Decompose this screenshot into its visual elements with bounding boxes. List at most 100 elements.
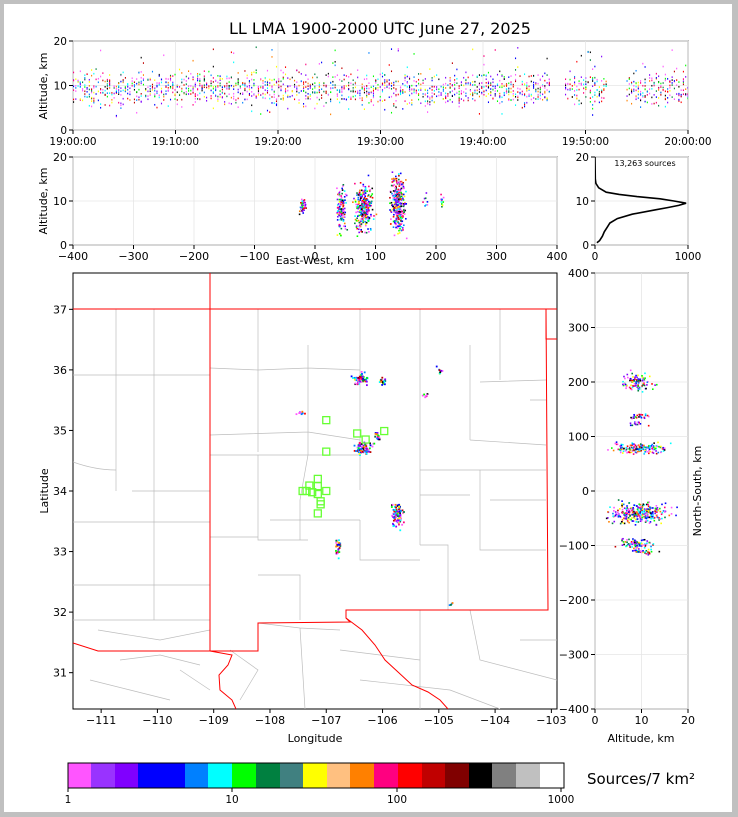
altitude-ns-xtick-label: 10 (635, 714, 649, 727)
time-height-source-point (592, 85, 594, 88)
time-height-source-point (298, 102, 300, 104)
time-height-source-point (395, 80, 397, 83)
ew-altitude-source-point (394, 211, 396, 214)
ew-altitude-source-point (389, 196, 391, 199)
ew-altitude-source-point (341, 199, 344, 202)
ew-altitude-source-point (342, 200, 345, 203)
time-height-source-point (323, 90, 325, 93)
county-boundaries (73, 309, 557, 709)
ew-altitude-source-point (340, 227, 343, 230)
time-height-source-point (678, 100, 680, 102)
plan-map-source-point (392, 508, 395, 511)
colorbar-cell (350, 763, 374, 788)
altitude-ns-source-point (636, 544, 638, 547)
ew-altitude-source-point (396, 225, 398, 228)
altitude-ns-source-point (628, 386, 631, 389)
time-height-source-point (246, 90, 248, 93)
time-height-source-point (512, 98, 514, 101)
time-height-source-point (386, 80, 388, 83)
time-height-source-point (84, 95, 86, 98)
time-height-source-point (533, 81, 535, 84)
time-height-source-point (589, 76, 591, 79)
time-height-source-point (481, 92, 483, 95)
time-height-source-point (262, 87, 264, 89)
altitude-ns-source-point (641, 508, 644, 511)
ew-altitude-source-point (354, 215, 356, 217)
time-height-source-point (284, 89, 287, 92)
altitude-ns-source-point (658, 519, 660, 521)
plan-map-source-point (365, 452, 368, 455)
time-height-source-point (237, 72, 239, 74)
time-height-source-point (637, 87, 639, 90)
time-height-source-point (424, 88, 426, 91)
time-height-source-point (667, 78, 669, 80)
time-height-source-point (296, 89, 298, 91)
ew-altitude-source-point (361, 208, 363, 211)
time-height-source-point (390, 48, 393, 50)
time-height-source-point (215, 88, 217, 91)
time-height-source-point (685, 88, 687, 91)
time-height-source-point (603, 89, 605, 91)
altitude-ns-source-point (620, 448, 623, 451)
time-height-source-point (514, 96, 517, 98)
time-height-source-point (571, 88, 573, 90)
altitude-ns-source-point (664, 516, 666, 519)
time-height-source-point (678, 85, 680, 88)
time-height-source-point (526, 84, 528, 87)
ew-altitude-source-point (397, 200, 399, 203)
ew-altitude-source-point (403, 195, 406, 198)
altitude-ns-source-point (621, 500, 623, 502)
time-height-source-point (348, 76, 350, 78)
time-height-source-point (544, 79, 546, 82)
time-height-source-point (318, 83, 320, 86)
altitude-ns-source-point (624, 377, 626, 380)
time-height-source-point (321, 97, 323, 99)
altitude-ns-source-point (634, 385, 636, 387)
altitude-ns-source-point (621, 443, 624, 446)
ew-altitude-source-point (367, 204, 370, 206)
time-height-source-point (84, 74, 86, 77)
ew-altitude-source-point (363, 196, 366, 199)
time-height-source-point (278, 85, 280, 88)
time-height-source-point (418, 82, 420, 85)
altitude-ns-source-point (647, 511, 650, 514)
altitude-ns-source-point (641, 414, 644, 416)
time-height-source-point (494, 93, 496, 95)
plan-map-source-point (399, 512, 401, 515)
ew-altitude-source-point (361, 210, 364, 212)
time-height-source-point (210, 95, 212, 97)
time-height-ytick-label: 0 (60, 125, 67, 137)
time-height-source-point (354, 82, 356, 84)
altitude-ns-source-point (641, 448, 643, 450)
time-height-source-point (350, 98, 352, 100)
altitude-ns-source-point (641, 391, 644, 393)
altitude-ns-source-point (632, 416, 635, 419)
time-height-source-point (472, 92, 474, 94)
time-height-source-point (585, 87, 587, 90)
time-height-source-point (120, 107, 122, 109)
time-height-source-point (528, 88, 530, 90)
plan-map-source-point (337, 543, 340, 546)
plan-map-source-point (369, 442, 371, 445)
altitude-ns-source-point (613, 506, 615, 509)
altitude-ns-source-point (624, 449, 627, 452)
time-height-source-point (485, 78, 487, 81)
colorbar-cell (516, 763, 540, 788)
plan-map-source-point (376, 437, 379, 440)
time-height-source-point (266, 80, 269, 83)
time-height-source-point (271, 88, 273, 91)
time-height-source-point (667, 97, 669, 99)
time-height-source-point (129, 99, 131, 101)
ew-altitude-source-point (400, 205, 403, 207)
time-height-source-point (408, 76, 411, 79)
altitude-ns-source-point (631, 513, 633, 516)
time-height-source-point (318, 86, 320, 89)
plan-map-source-point (365, 380, 368, 383)
time-height-source-point (687, 97, 688, 100)
ew-altitude-source-point (402, 212, 405, 214)
ew-altitude-source-point (370, 215, 372, 218)
time-height-source-point (594, 65, 596, 68)
time-height-source-point (490, 84, 492, 86)
time-height-source-point (192, 104, 194, 106)
time-height-source-point (291, 94, 293, 97)
